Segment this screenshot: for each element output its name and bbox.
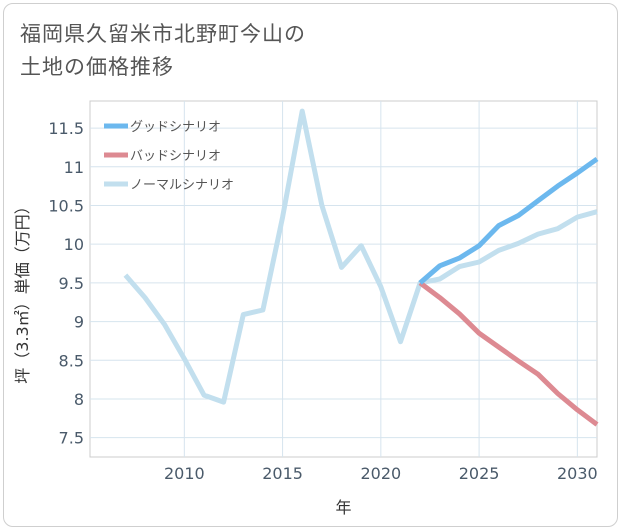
y-tick-label: 8 (74, 390, 84, 409)
x-tick-label: 2030 (557, 464, 598, 483)
chart-title-line-1: 福岡県久留米市北野町今山の (20, 22, 306, 46)
series-line-normal-scenario (123, 108, 598, 405)
y-tick-label: 9 (74, 313, 84, 332)
y-tick-label: 9.5 (59, 274, 84, 293)
legend-label-good-scenario: グッドシナリオ (130, 120, 221, 135)
x-tick-labels: 2010 2015 2020 2025 2030 (164, 464, 598, 483)
x-tick-label: 2020 (360, 464, 401, 483)
y-tick-label: 11 (64, 158, 84, 177)
plot-frame (89, 100, 598, 458)
chart-title-line-2: 土地の価格推移 (20, 55, 174, 79)
y-tick-label: 8.5 (59, 351, 84, 370)
y-tick-labels: 7.5 8 8.5 9 9.5 10 10.5 11 11.5 (48, 119, 84, 448)
series-line-good-scenario (418, 156, 599, 285)
legend-label-normal-scenario: ノーマルシナリオ (130, 178, 234, 193)
x-tick-label: 2010 (164, 464, 205, 483)
y-tick-label: 11.5 (48, 119, 84, 138)
x-tick-label: 2015 (262, 464, 303, 483)
y-tick-label: 10.5 (48, 196, 84, 215)
x-axis-title: 年 (335, 498, 351, 517)
chart-card (3, 3, 618, 527)
series-lines (123, 108, 599, 427)
y-axis-title: 坪（3.3㎡）単価（万円） (13, 198, 32, 383)
x-tick-label: 2025 (459, 464, 500, 483)
legend-label-bad-scenario: バッドシナリオ (130, 149, 221, 164)
y-tick-label: 10 (64, 235, 84, 254)
y-tick-label: 7.5 (59, 429, 84, 448)
series-line-bad-scenario (418, 280, 599, 427)
chart-title: 福岡県久留米市北野町今山の 土地の価格推移 (20, 18, 580, 84)
